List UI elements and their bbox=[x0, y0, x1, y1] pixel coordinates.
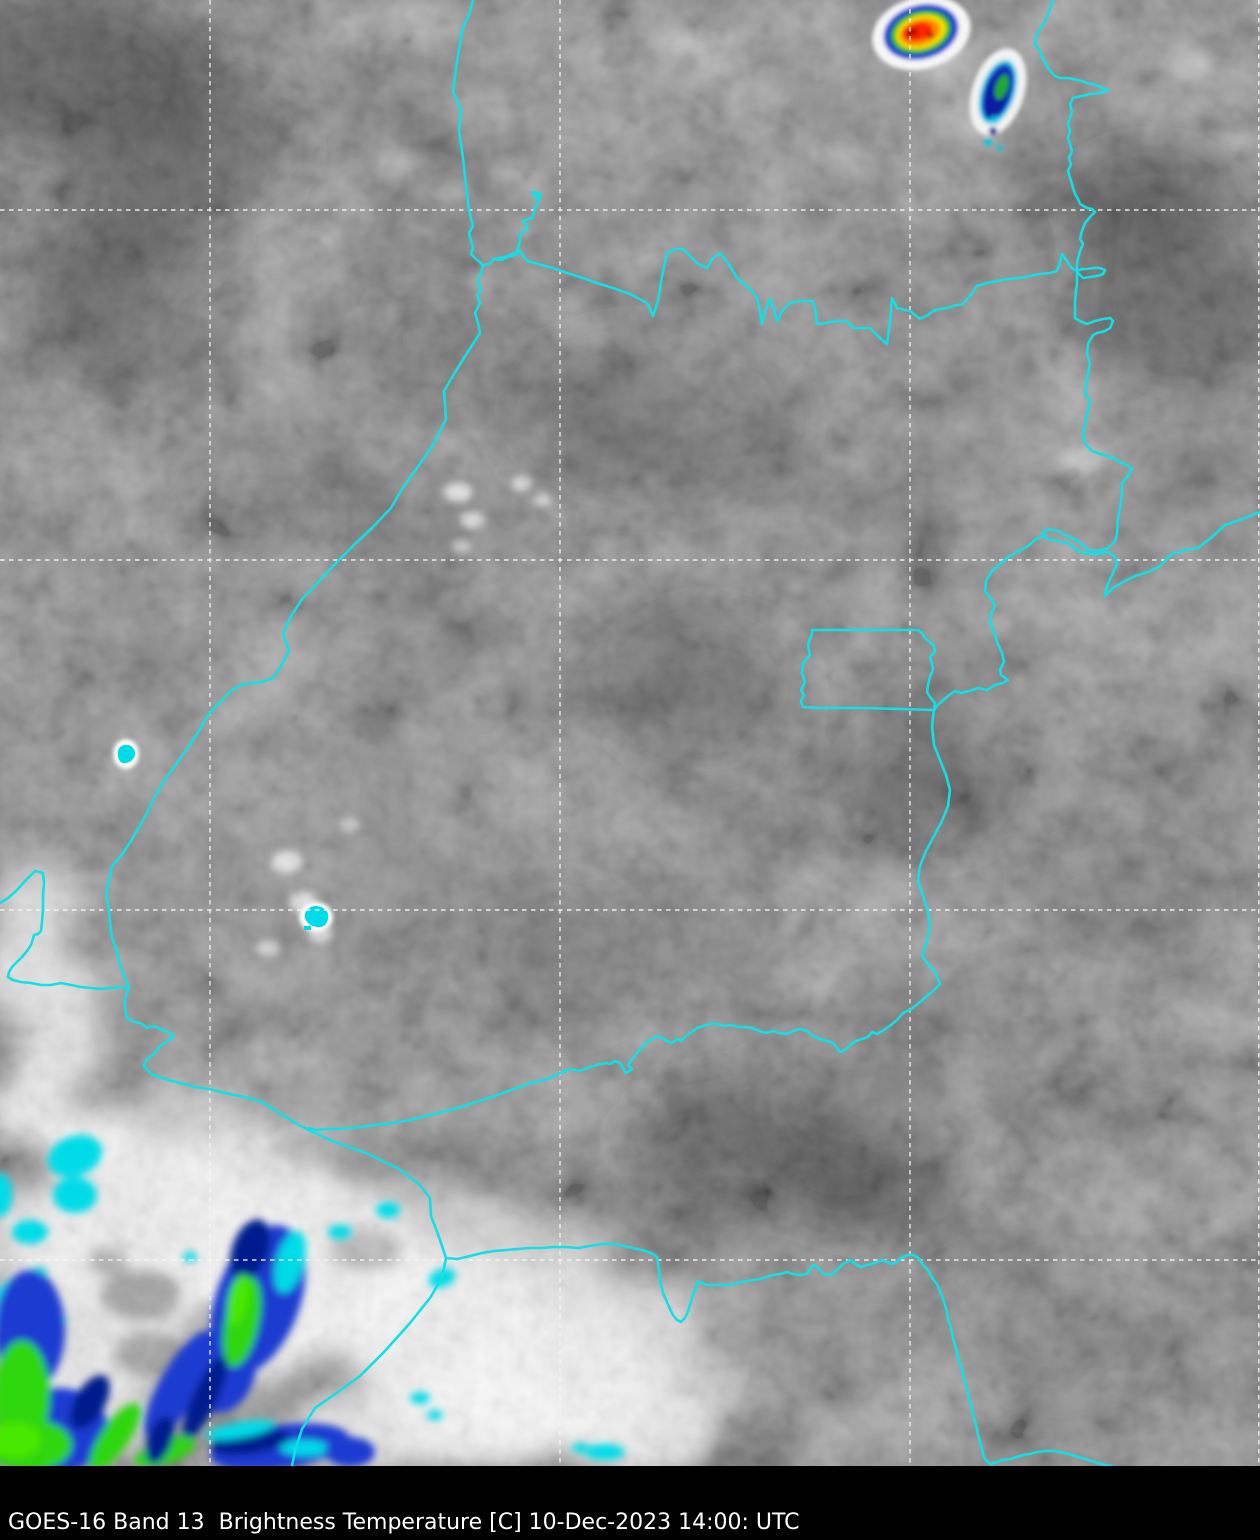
border-south-east bbox=[444, 1242, 1114, 1468]
latlon-gridlines bbox=[0, 0, 1260, 1466]
border-paraguay-river bbox=[104, 0, 485, 1468]
cold-cloud-enhancement-sw bbox=[0, 1134, 625, 1472]
border-west-peninsula bbox=[0, 869, 129, 991]
caption-bar: GOES-16 Band 13 Brightness Temperature [… bbox=[0, 1466, 1260, 1540]
storm-cell-blue bbox=[969, 48, 1027, 151]
bright-cloud-layer bbox=[0, 0, 1260, 1480]
caption-text: GOES-16 Band 13 Brightness Temperature [… bbox=[8, 1510, 800, 1535]
border-junction-hook bbox=[1075, 266, 1107, 280]
satellite-map bbox=[0, 0, 1260, 1480]
border-overlays bbox=[0, 0, 1260, 1468]
border-parana-river-east bbox=[1033, 0, 1260, 598]
satellite-ir-scene bbox=[0, 0, 1260, 1480]
border-apa-tip bbox=[481, 190, 543, 267]
border-branch-to-district bbox=[932, 534, 1047, 712]
border-north-east bbox=[491, 247, 1079, 346]
border-district-rectangle bbox=[799, 628, 937, 712]
border-south-and-west bbox=[307, 708, 952, 1132]
